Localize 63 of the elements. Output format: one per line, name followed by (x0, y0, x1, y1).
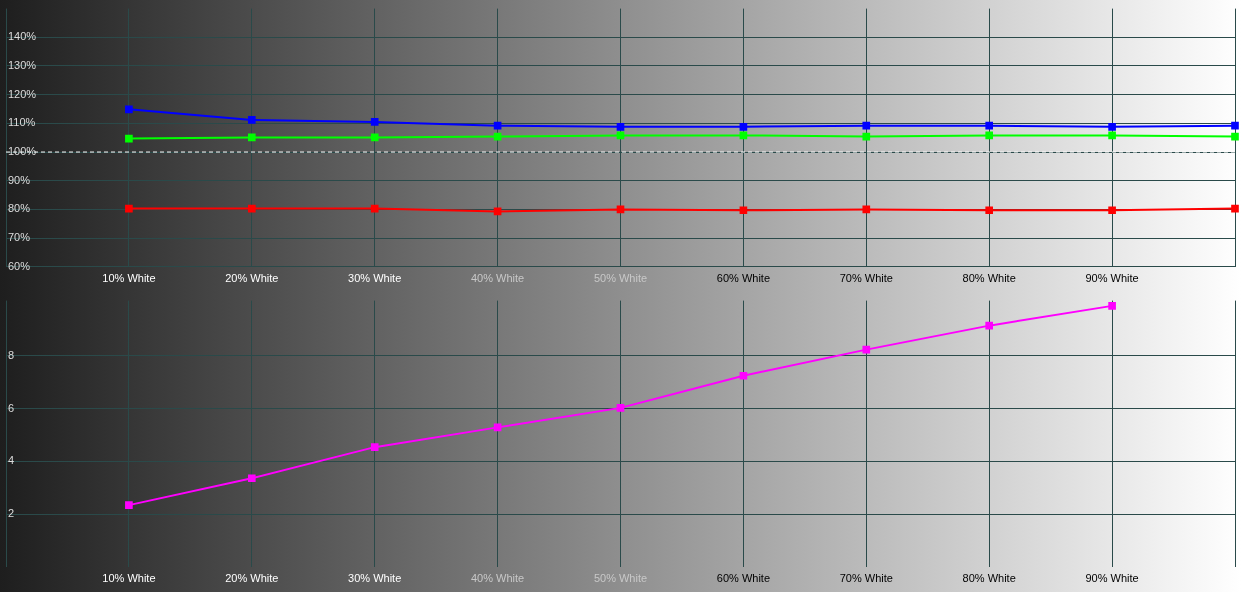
point (1108, 302, 1116, 310)
point (985, 131, 994, 140)
x-tick-label: 20% White (225, 572, 279, 585)
y-tick-label: 80% (8, 202, 31, 215)
point (739, 122, 748, 131)
point (370, 443, 379, 451)
point (125, 204, 133, 213)
point (247, 474, 256, 483)
y-tick-label: 6 (8, 401, 15, 414)
point (247, 204, 256, 213)
x-tick-label: 90% White (1085, 272, 1139, 285)
y-tick-label: 120% (8, 87, 37, 100)
y-tick-label: 60% (8, 259, 31, 272)
x-tick-label: 30% White (348, 572, 402, 585)
point (739, 371, 748, 380)
x-tick-label: 70% White (839, 572, 893, 585)
point (616, 404, 625, 412)
point (1108, 131, 1116, 140)
x-tick-label: 60% White (716, 272, 770, 285)
x-tick-label: 30% White (348, 272, 402, 285)
y-tick-label: 140% (8, 30, 37, 43)
point (1231, 204, 1239, 213)
point (862, 132, 871, 141)
x-tick-label: 80% White (962, 272, 1016, 285)
point (370, 118, 379, 126)
point (862, 121, 871, 130)
point (1108, 122, 1116, 131)
point (1231, 121, 1239, 130)
point (985, 321, 994, 330)
point (985, 206, 994, 215)
y-tick-label: 70% (8, 231, 31, 244)
point (1108, 206, 1116, 215)
point (985, 121, 994, 130)
y-tick-label: 4 (8, 454, 15, 467)
x-tick-label: 70% White (839, 272, 893, 285)
point (616, 122, 625, 131)
point (1231, 132, 1239, 141)
point (862, 345, 871, 354)
point (739, 206, 748, 215)
x-tick-label: 50% White (593, 572, 648, 585)
point (370, 133, 379, 142)
point (247, 116, 256, 124)
point (125, 105, 133, 114)
x-tick-label: 20% White (225, 272, 279, 285)
point (125, 501, 133, 509)
x-tick-label: 50% White (593, 272, 648, 285)
point (125, 134, 133, 143)
y-tick-label: 2 (8, 507, 15, 520)
y-tick-label: 130% (8, 59, 37, 72)
y-tick-label: 90% (8, 173, 31, 186)
x-tick-label: 10% White (102, 572, 156, 585)
y-tick-label: 100% (8, 145, 37, 158)
x-tick-label: 80% White (962, 572, 1016, 585)
point (247, 133, 256, 142)
x-tick-label: 60% White (716, 572, 770, 585)
point (862, 205, 871, 214)
y-tick-label: 110% (8, 116, 36, 129)
x-tick-label: 40% White (471, 272, 525, 285)
x-tick-label: 10% White (102, 272, 156, 285)
y-tick-label: 8 (8, 348, 15, 361)
point (370, 204, 379, 213)
x-tick-label: 40% White (471, 572, 525, 585)
x-tick-label: 90% White (1085, 572, 1139, 585)
